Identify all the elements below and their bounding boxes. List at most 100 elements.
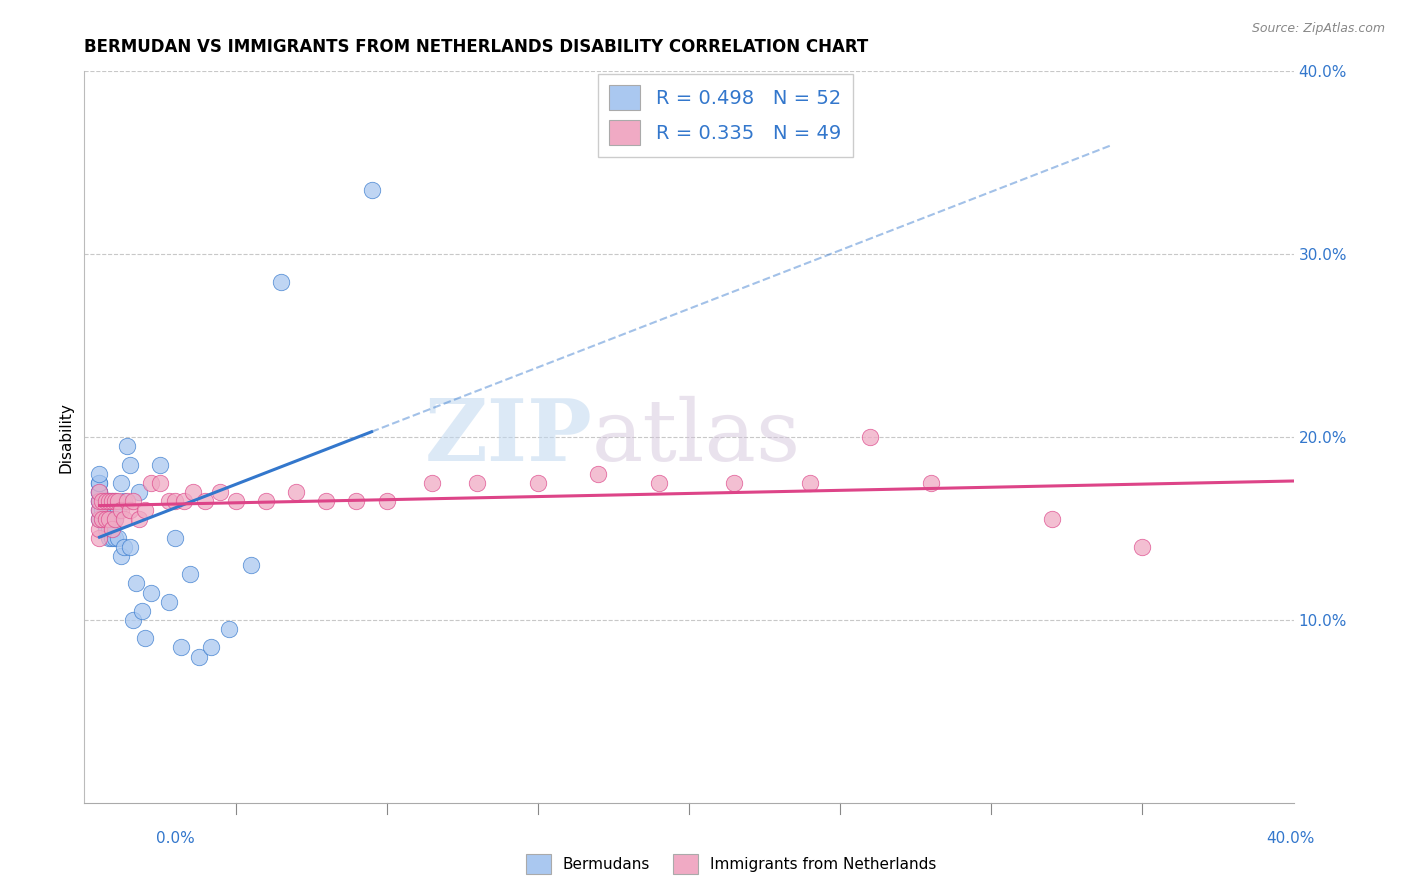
Point — [107, 531, 129, 545]
Point — [89, 485, 111, 500]
Text: 0.0%: 0.0% — [156, 831, 195, 846]
Point — [110, 475, 132, 490]
Point — [920, 475, 942, 490]
Point — [118, 458, 141, 472]
Point — [118, 503, 141, 517]
Point — [315, 494, 337, 508]
Point — [91, 512, 114, 526]
Point — [360, 183, 382, 197]
Point — [125, 576, 148, 591]
Point — [134, 632, 156, 646]
Point — [149, 475, 172, 490]
Point — [112, 512, 135, 526]
Point — [115, 494, 138, 508]
Point — [104, 494, 127, 508]
Point — [100, 531, 122, 545]
Point — [91, 494, 114, 508]
Point — [270, 275, 292, 289]
Point — [100, 521, 122, 535]
Point — [89, 503, 111, 517]
Point — [121, 613, 143, 627]
Point — [139, 475, 162, 490]
Point — [89, 485, 111, 500]
Point — [89, 475, 111, 490]
Text: atlas: atlas — [592, 395, 801, 479]
Point — [285, 485, 308, 500]
Point — [97, 494, 120, 508]
Point — [149, 458, 172, 472]
Point — [97, 521, 120, 535]
Point — [94, 521, 117, 535]
Point — [527, 475, 550, 490]
Point — [165, 494, 187, 508]
Point — [107, 503, 129, 517]
Point — [157, 494, 180, 508]
Point — [375, 494, 398, 508]
Point — [89, 485, 111, 500]
Point — [110, 503, 132, 517]
Point — [131, 604, 153, 618]
Point — [648, 475, 671, 490]
Point — [89, 485, 111, 500]
Point — [89, 503, 111, 517]
Point — [89, 475, 111, 490]
Point — [859, 430, 882, 444]
Point — [100, 494, 122, 508]
Point — [165, 531, 187, 545]
Point — [181, 485, 204, 500]
Point — [115, 439, 138, 453]
Point — [104, 531, 127, 545]
Point — [121, 494, 143, 508]
Point — [200, 640, 222, 655]
Point — [104, 494, 127, 508]
Point — [89, 494, 111, 508]
Legend: R = 0.498   N = 52, R = 0.335   N = 49: R = 0.498 N = 52, R = 0.335 N = 49 — [598, 74, 853, 157]
Point — [588, 467, 610, 481]
Point — [209, 485, 232, 500]
Point — [97, 494, 120, 508]
Point — [89, 521, 111, 535]
Point — [94, 494, 117, 508]
Point — [112, 540, 135, 554]
Point — [89, 531, 111, 545]
Point — [91, 503, 114, 517]
Point — [225, 494, 247, 508]
Point — [94, 512, 117, 526]
Point — [94, 512, 117, 526]
Point — [139, 585, 162, 599]
Point — [89, 467, 111, 481]
Point — [157, 594, 180, 608]
Point — [100, 521, 122, 535]
Point — [218, 622, 240, 636]
Point — [94, 494, 117, 508]
Point — [118, 540, 141, 554]
Y-axis label: Disability: Disability — [58, 401, 73, 473]
Point — [170, 640, 193, 655]
Text: Source: ZipAtlas.com: Source: ZipAtlas.com — [1251, 22, 1385, 36]
Point — [104, 512, 127, 526]
Point — [100, 494, 122, 508]
Point — [173, 494, 195, 508]
Point — [110, 549, 132, 563]
Point — [97, 512, 120, 526]
Point — [194, 494, 217, 508]
Point — [112, 494, 135, 508]
Point — [107, 494, 129, 508]
Point — [100, 512, 122, 526]
Point — [128, 512, 150, 526]
Point — [254, 494, 277, 508]
Point — [89, 512, 111, 526]
Point — [799, 475, 821, 490]
Text: BERMUDAN VS IMMIGRANTS FROM NETHERLANDS DISABILITY CORRELATION CHART: BERMUDAN VS IMMIGRANTS FROM NETHERLANDS … — [84, 38, 869, 56]
Point — [346, 494, 368, 508]
Point — [89, 494, 111, 508]
Point — [467, 475, 489, 490]
Point — [104, 512, 127, 526]
Text: ZIP: ZIP — [425, 395, 592, 479]
Point — [91, 512, 114, 526]
Point — [188, 649, 211, 664]
Point — [239, 558, 262, 573]
Point — [723, 475, 745, 490]
Point — [179, 567, 201, 582]
Point — [1130, 540, 1153, 554]
